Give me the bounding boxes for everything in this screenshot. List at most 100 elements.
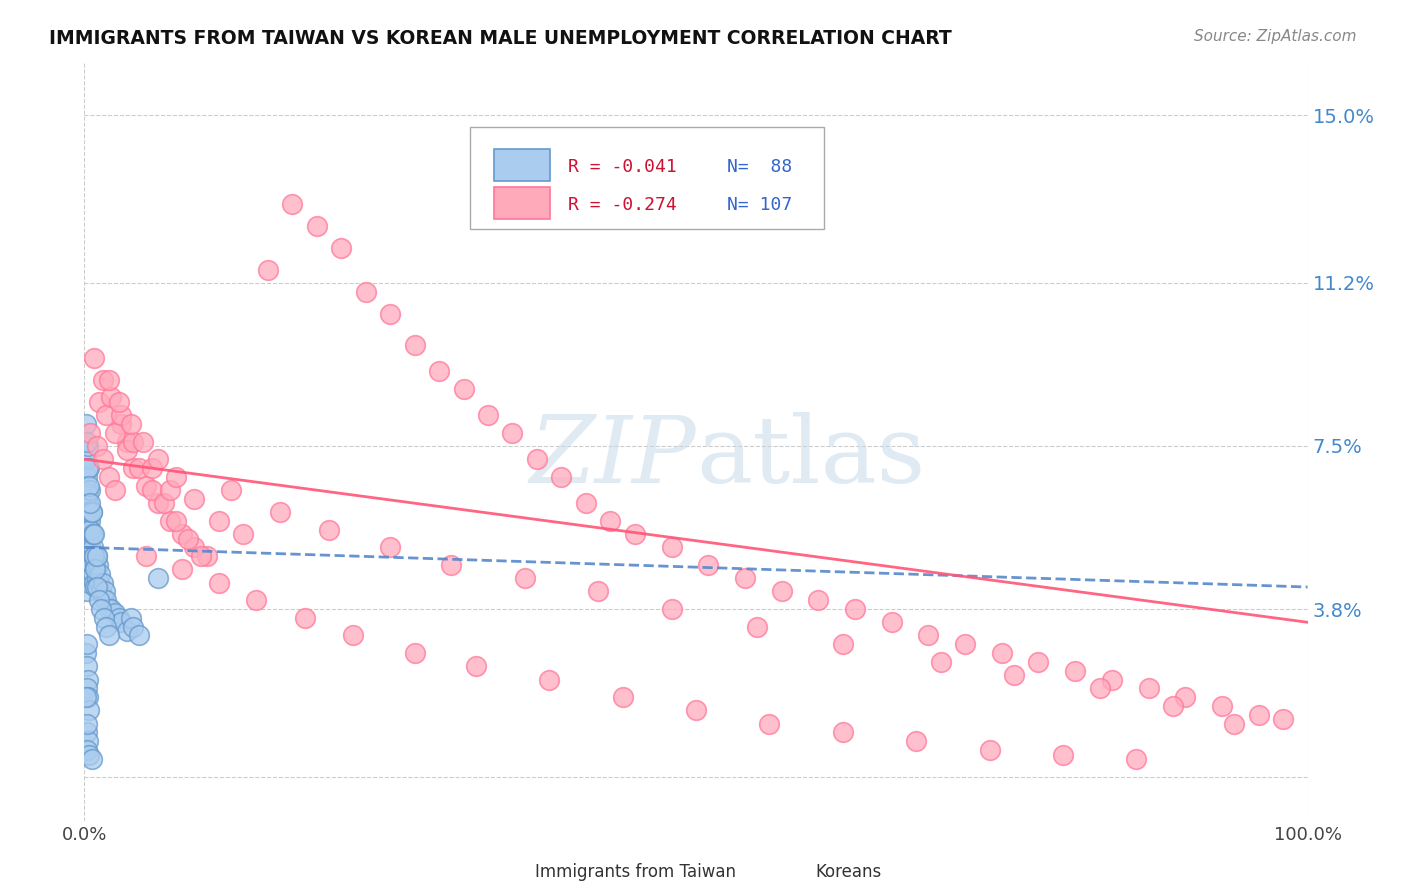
- Text: IMMIGRANTS FROM TAIWAN VS KOREAN MALE UNEMPLOYMENT CORRELATION CHART: IMMIGRANTS FROM TAIWAN VS KOREAN MALE UN…: [49, 29, 952, 48]
- Point: [661, 602, 683, 616]
- Point: [697, 558, 720, 572]
- Point: [122, 620, 145, 634]
- Point: [97, 602, 120, 616]
- Point: [77, 703, 100, 717]
- Text: ZIP: ZIP: [529, 412, 696, 501]
- Point: [991, 646, 1014, 660]
- Point: [75, 505, 97, 519]
- Point: [80, 558, 103, 572]
- Point: [177, 532, 200, 546]
- Point: [146, 452, 169, 467]
- Point: [747, 620, 769, 634]
- FancyBboxPatch shape: [485, 858, 524, 885]
- Text: N= 107: N= 107: [727, 196, 792, 214]
- Point: [77, 487, 100, 501]
- Point: [77, 575, 100, 590]
- Point: [76, 470, 98, 484]
- Point: [1064, 664, 1087, 678]
- Point: [89, 566, 111, 581]
- Point: [979, 743, 1001, 757]
- Point: [159, 483, 181, 497]
- Point: [1137, 681, 1160, 696]
- Point: [172, 527, 194, 541]
- Point: [440, 558, 463, 572]
- Point: [79, 514, 101, 528]
- Point: [120, 611, 142, 625]
- Point: [77, 518, 100, 533]
- Point: [84, 562, 107, 576]
- Point: [80, 752, 103, 766]
- Point: [404, 646, 426, 660]
- Point: [232, 527, 254, 541]
- Point: [87, 575, 110, 590]
- Point: [807, 593, 830, 607]
- Point: [77, 690, 100, 705]
- Point: [219, 483, 242, 497]
- Point: [77, 673, 100, 687]
- Point: [76, 725, 98, 739]
- Point: [76, 558, 98, 572]
- Point: [550, 470, 572, 484]
- Point: [93, 593, 115, 607]
- Point: [141, 483, 163, 497]
- Point: [100, 391, 122, 405]
- Point: [770, 584, 793, 599]
- Point: [165, 514, 187, 528]
- Point: [96, 620, 118, 634]
- Point: [172, 562, 194, 576]
- Point: [77, 536, 100, 550]
- Point: [91, 452, 114, 467]
- Point: [305, 219, 328, 233]
- Point: [87, 395, 110, 409]
- Point: [513, 571, 536, 585]
- FancyBboxPatch shape: [766, 858, 806, 885]
- Point: [82, 527, 104, 541]
- Point: [464, 659, 486, 673]
- Point: [115, 443, 138, 458]
- Point: [380, 307, 402, 321]
- Point: [97, 470, 120, 484]
- Point: [685, 703, 707, 717]
- Point: [79, 562, 101, 576]
- Point: [404, 337, 426, 351]
- Point: [141, 461, 163, 475]
- Point: [90, 602, 112, 616]
- Point: [427, 364, 450, 378]
- Text: Source: ZipAtlas.com: Source: ZipAtlas.com: [1194, 29, 1357, 45]
- Point: [77, 549, 100, 563]
- Point: [135, 549, 157, 563]
- Point: [844, 602, 866, 616]
- Point: [86, 439, 108, 453]
- Point: [953, 637, 976, 651]
- Point: [83, 549, 105, 563]
- Text: R = -0.041: R = -0.041: [568, 158, 676, 176]
- Point: [77, 527, 100, 541]
- Point: [107, 395, 129, 409]
- Text: Immigrants from Taiwan: Immigrants from Taiwan: [534, 863, 735, 881]
- Point: [91, 373, 114, 387]
- Point: [122, 434, 145, 449]
- Point: [76, 483, 98, 497]
- Point: [100, 602, 122, 616]
- Point: [905, 734, 928, 748]
- Point: [75, 527, 97, 541]
- Point: [195, 549, 218, 563]
- Point: [1028, 655, 1050, 669]
- Point: [75, 452, 97, 467]
- Point: [77, 553, 100, 567]
- Point: [146, 571, 169, 585]
- Point: [110, 615, 132, 630]
- Point: [76, 434, 98, 449]
- Point: [77, 496, 100, 510]
- Point: [115, 624, 138, 639]
- Point: [76, 716, 98, 731]
- Point: [318, 523, 340, 537]
- Point: [91, 575, 114, 590]
- Point: [159, 514, 181, 528]
- Point: [76, 681, 98, 696]
- Point: [104, 425, 127, 440]
- Point: [75, 646, 97, 660]
- Point: [929, 655, 952, 669]
- Point: [245, 593, 267, 607]
- Point: [79, 523, 101, 537]
